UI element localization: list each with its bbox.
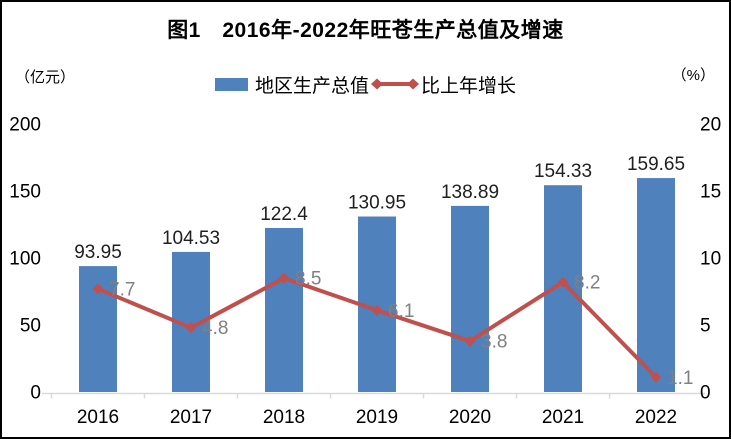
left-axis-tick-label: 50 <box>20 316 41 337</box>
bar-value-label: 130.95 <box>348 193 406 214</box>
gdp-bar <box>451 205 489 392</box>
bar-value-label: 159.65 <box>627 154 685 175</box>
left-axis-tick-label: 200 <box>9 115 41 136</box>
bar-value-label: 93.95 <box>74 242 122 263</box>
bar-value-label: 138.89 <box>441 182 499 203</box>
line-value-label: 1.1 <box>667 368 693 389</box>
line-value-label: 3.8 <box>481 332 507 353</box>
bar-value-label: 154.33 <box>534 161 592 182</box>
right-axis-tick-label: 5 <box>700 316 711 337</box>
growth-marker-icon <box>185 322 197 334</box>
line-legend-marker-icon <box>371 78 419 90</box>
line-value-label: 8.2 <box>574 273 600 294</box>
growth-marker-icon <box>464 335 476 347</box>
line-value-label: 7.7 <box>109 279 135 300</box>
x-axis-category-label: 2021 <box>542 407 584 428</box>
right-axis-tick-label: 0 <box>700 383 711 404</box>
x-axis-category-label: 2018 <box>263 407 305 428</box>
bar-value-label: 104.53 <box>162 228 220 249</box>
right-axis-tick-label: 10 <box>700 249 721 270</box>
x-axis-category-label: 2022 <box>635 407 677 428</box>
gdp-bar <box>265 227 303 392</box>
gdp-bar <box>637 178 675 392</box>
growth-marker-icon <box>278 272 290 284</box>
chart-title: 图1 2016年-2022年旺苍生产总值及增速 <box>167 19 564 42</box>
growth-marker-icon <box>92 283 104 295</box>
x-axis-category-label: 2019 <box>356 407 398 428</box>
line-value-label: 6.1 <box>388 301 414 322</box>
right-axis-tick-label: 15 <box>700 182 721 203</box>
left-axis-unit: （亿元） <box>15 69 76 86</box>
x-axis-category-label: 2017 <box>170 407 212 428</box>
line-value-label: 8.5 <box>295 269 321 290</box>
bar-value-label: 122.4 <box>260 204 308 225</box>
bar-legend-swatch <box>214 77 248 91</box>
x-axis-category-label: 2020 <box>449 407 491 428</box>
right-axis-tick-label: 20 <box>700 115 721 136</box>
legend: 地区生产总值 比上年增长 <box>2 72 729 97</box>
left-axis-tick-label: 0 <box>30 383 41 404</box>
line-legend-label: 比上年增长 <box>421 75 517 97</box>
left-axis-tick-label: 100 <box>9 249 41 270</box>
x-axis-category-label: 2016 <box>77 407 119 428</box>
left-axis-tick-label: 150 <box>9 182 41 203</box>
growth-marker-icon <box>371 304 383 316</box>
growth-marker-icon <box>557 276 569 288</box>
line-value-label: 4.8 <box>202 318 228 339</box>
growth-marker-icon <box>650 371 662 383</box>
bar-legend-label: 地区生产总值 <box>254 75 369 97</box>
right-axis-unit: （%） <box>671 67 715 84</box>
